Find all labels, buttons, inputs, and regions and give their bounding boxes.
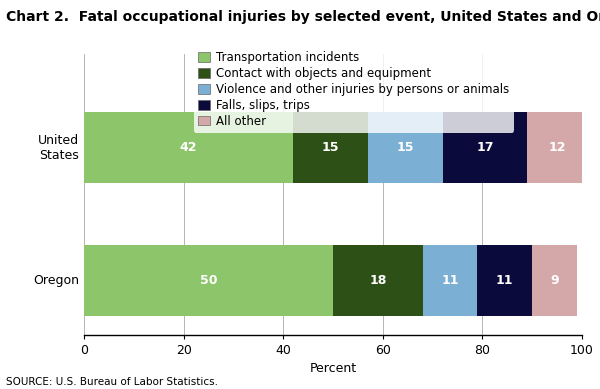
Bar	[443, 112, 527, 183]
Text: 12: 12	[548, 141, 566, 154]
Bar	[422, 245, 478, 316]
Bar	[84, 112, 293, 183]
Bar	[527, 112, 587, 183]
Text: 9: 9	[550, 274, 559, 287]
Text: 17: 17	[476, 141, 494, 154]
X-axis label: Percent: Percent	[310, 362, 356, 375]
Bar	[478, 245, 532, 316]
Text: 15: 15	[322, 141, 339, 154]
Text: 18: 18	[369, 274, 386, 287]
Text: 11: 11	[441, 274, 459, 287]
Legend: Transportation incidents, Contact with objects and equipment, Violence and other: Transportation incidents, Contact with o…	[194, 46, 514, 133]
Bar	[368, 112, 443, 183]
Bar	[293, 112, 368, 183]
Text: 42: 42	[180, 141, 197, 154]
Text: 15: 15	[397, 141, 414, 154]
Text: 11: 11	[496, 274, 514, 287]
Bar	[84, 245, 333, 316]
Bar	[333, 245, 422, 316]
Bar	[532, 245, 577, 316]
Text: 50: 50	[200, 274, 217, 287]
Text: Chart 2.  Fatal occupational injuries by selected event, United States and Orego: Chart 2. Fatal occupational injuries by …	[6, 10, 600, 24]
Text: SOURCE: U.S. Bureau of Labor Statistics.: SOURCE: U.S. Bureau of Labor Statistics.	[6, 377, 218, 387]
